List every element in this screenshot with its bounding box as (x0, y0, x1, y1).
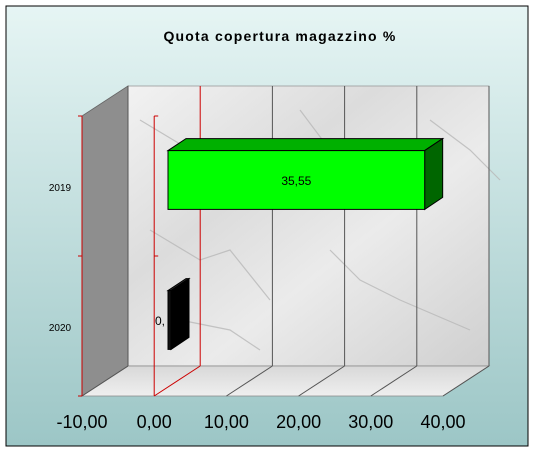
marble-vein-5 (429, 119, 501, 181)
labels: -10,00 0,00 10,00 20,00 30,00 40,00 2019 35,55 2… (49, 28, 466, 432)
x-tick-label-3: 20,00 (276, 412, 321, 432)
plot-walls (80, 85, 501, 397)
x-tick-label-2: 10,00 (204, 412, 249, 432)
marble-vein-2 (149, 229, 271, 301)
gridlines (78, 86, 490, 397)
x-tick-label-1: 0,00 (137, 412, 172, 432)
data-label-2020: 0, (155, 314, 165, 328)
x-tick-label-4: 30,00 (348, 412, 393, 432)
gridline-floor-2 (226, 365, 273, 397)
gridline-floor-0 (81, 365, 129, 397)
x-tick-label-5: 40,00 (420, 412, 465, 432)
marble-vein-4 (179, 319, 261, 351)
bar-side-2020 (170, 277, 190, 351)
gridline-floor-4 (370, 365, 418, 397)
category-label-2020: 2020 (49, 323, 72, 334)
bar-2019 (167, 150, 426, 210)
bar-side-2019 (424, 137, 444, 211)
data-label-2019: 35,55 (281, 174, 311, 188)
gridline-floor-3 (298, 365, 345, 397)
bar-top-2019 (166, 138, 445, 152)
gridline-floor-5 (442, 365, 490, 397)
chart-title: Quota copertura magazzino % (163, 28, 396, 44)
bar-2020 (167, 290, 172, 350)
category-label-2019: 2019 (49, 183, 72, 194)
floor (80, 365, 491, 397)
x-tick-label-0: -10,00 (56, 412, 107, 432)
bars (166, 137, 445, 351)
left-wall (81, 85, 129, 397)
gridline-floor-1 (153, 365, 201, 397)
